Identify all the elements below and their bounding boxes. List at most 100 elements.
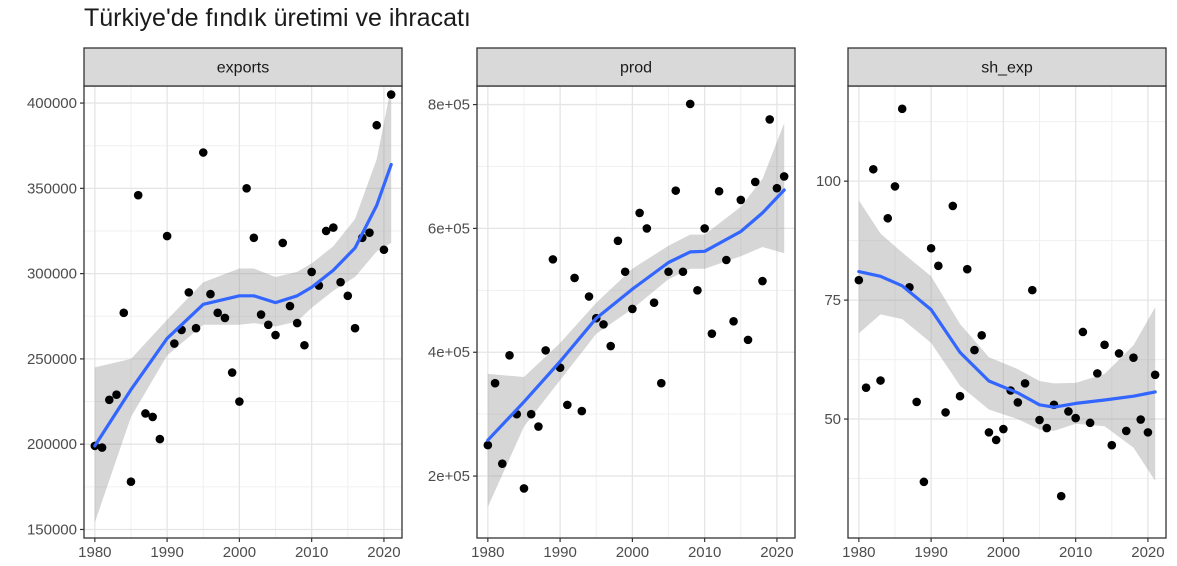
data-point [1121,426,1131,436]
data-point [191,323,201,333]
data-point [1013,398,1023,407]
confidence-band [858,200,1156,481]
data-point [883,213,893,223]
data-point [656,378,666,388]
facet-strip [847,47,1167,87]
data-point [743,335,753,345]
data-point [372,120,382,130]
data-point [141,409,150,418]
data-point [300,340,309,350]
data-point [271,330,280,340]
x-tick-label: 2020 [760,544,793,561]
data-point [584,292,594,301]
data-point [1035,415,1044,425]
data-point [948,201,958,211]
x-tick-label: 2000 [987,544,1020,561]
data-point [104,395,114,405]
x-tick-label: 2010 [1059,544,1092,561]
data-point [155,434,165,444]
data-point [343,291,353,301]
data-point [490,378,500,388]
data-point [955,391,965,401]
data-point [213,308,223,318]
data-point [970,345,979,355]
data-point [642,224,652,233]
data-point [861,383,871,392]
data-point [1093,369,1102,378]
data-point [919,477,929,487]
data-point [941,408,950,417]
panel-sh_exp: sh_exp 1980 1990 2000 2010 2020 50 75 100 [816,47,1167,561]
data-point [876,376,885,385]
y-tick-label: 6e+05 [428,220,470,237]
y-tick-label: 150000 [27,521,77,538]
x-tick-label: 1980 [471,544,504,561]
data-point [227,368,237,377]
data-point [256,310,266,319]
data-point [534,422,543,431]
data-point [170,339,179,348]
data-point [263,320,273,330]
data-point [750,177,760,187]
data-point [386,90,396,99]
panel-background [848,86,1166,538]
x-tick-label: 2010 [295,544,328,561]
data-point [220,313,230,323]
data-point [1042,423,1052,433]
x-tick-label: 1980 [842,544,875,561]
data-point [779,172,789,181]
data-point [1085,418,1095,428]
data-point [765,115,775,124]
data-point [497,459,507,468]
data-point [206,289,215,299]
x-tick-label: 2010 [688,544,721,561]
data-point [599,320,608,329]
y-tick-label: 400000 [27,95,77,112]
data-point [112,390,121,400]
facet-strip-label: sh_exp [981,60,1033,77]
data-point [707,329,717,338]
data-point [483,440,493,450]
data-point [570,273,579,283]
data-point [519,484,529,493]
data-point [184,288,194,297]
data-point [1150,370,1160,380]
y-tick-label: 350000 [27,180,77,197]
data-point [329,223,338,232]
data-point [162,231,172,241]
data-point [365,228,374,237]
facet-strip-label: prod [620,60,652,77]
x-tick-label: 2020 [1131,544,1164,561]
x-tick-label: 2020 [367,544,400,561]
data-point [685,99,695,109]
data-point [897,104,907,114]
data-point [977,331,987,340]
data-point [526,409,536,419]
data-point [1056,491,1066,501]
data-point [541,346,550,355]
data-point [1078,327,1088,337]
data-point [999,424,1008,434]
data-point [285,301,295,311]
x-tick-label: 2000 [616,544,649,561]
data-point [1027,285,1037,295]
data-point [714,186,724,196]
smooth-line [857,270,1157,409]
y-tick-label: 2e+05 [428,468,470,485]
data-point [926,243,936,253]
data-point [336,277,345,287]
data-point [133,190,143,200]
data-point [379,245,389,255]
y-tick-label: 8e+05 [428,97,470,114]
data-point [1064,407,1073,416]
data-point [505,351,514,360]
data-point [613,236,623,246]
data-point [249,233,259,243]
facet-strip [476,47,796,87]
data-point [635,208,644,218]
data-point [736,195,746,205]
y-tick-label: 300000 [27,266,77,283]
data-point [307,267,316,277]
x-tick-label: 1980 [78,544,111,561]
